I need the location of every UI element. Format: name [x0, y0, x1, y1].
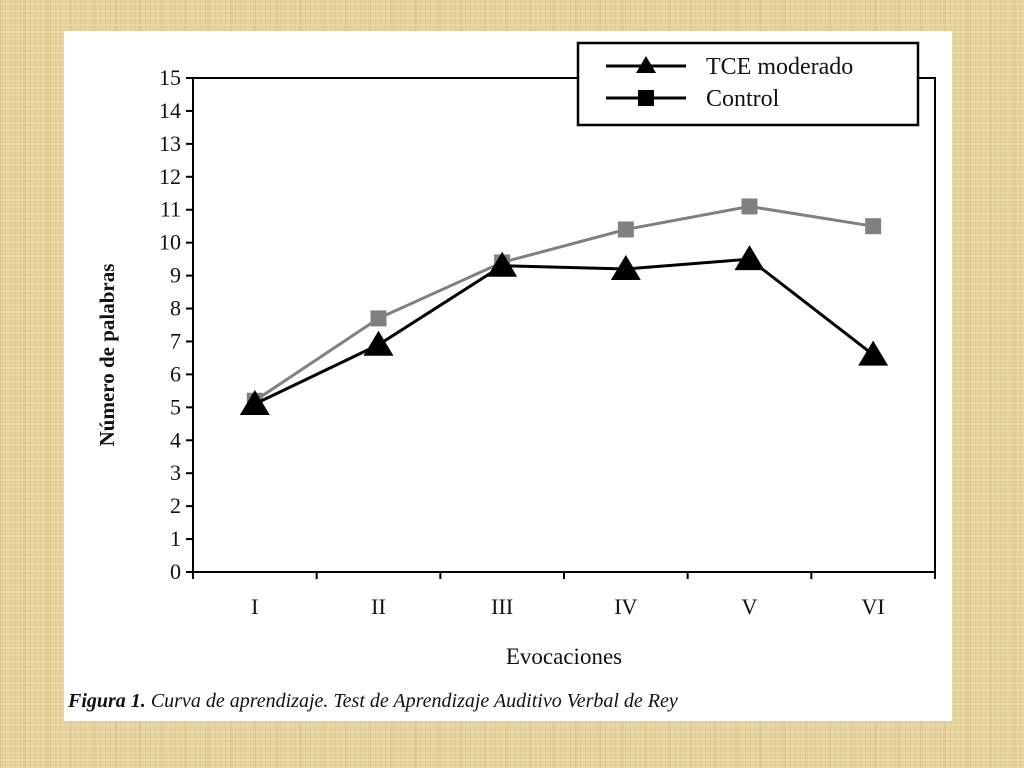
- y-tick-label: 9: [170, 263, 181, 288]
- y-tick-label: 6: [170, 361, 181, 386]
- y-tick-label: 13: [159, 131, 181, 156]
- data-point-square: [741, 198, 758, 215]
- data-point-square: [865, 218, 882, 235]
- series-control: [246, 198, 882, 409]
- legend: TCE moderado Control: [576, 41, 920, 127]
- data-point-triangle: [239, 390, 270, 416]
- y-tick-label: 2: [170, 493, 181, 518]
- y-tick-label: 7: [170, 328, 181, 353]
- x-category-label: II: [371, 594, 386, 619]
- series-tce-moderado: [239, 245, 889, 416]
- figure-panel: 0 1 2 3 4 5 6 7 8 9 10 11 12 13 14 15 I II III IV V VI Evocaci…: [64, 31, 952, 721]
- legend-label: TCE moderado: [706, 54, 853, 80]
- legend-marker-square: [638, 90, 654, 106]
- x-axis-title: Evocaciones: [506, 644, 622, 669]
- x-category-label: V: [742, 594, 758, 619]
- y-tick-label: 11: [160, 197, 181, 222]
- data-point-square: [617, 221, 634, 238]
- y-tick-label: 10: [159, 230, 181, 255]
- y-tick-label: 15: [159, 65, 181, 90]
- y-tick-label: 14: [159, 98, 181, 123]
- plot-area: [192, 77, 936, 573]
- legend-marker-triangle: [636, 56, 656, 73]
- y-tick-label: 4: [170, 427, 181, 452]
- y-tick-label: 1: [170, 526, 181, 551]
- caption-text: Curva de aprendizaje. Test de Aprendizaj…: [145, 690, 678, 712]
- data-point-triangle: [858, 340, 889, 366]
- data-point-triangle: [363, 330, 394, 356]
- data-point-triangle: [734, 245, 765, 271]
- x-category-label: III: [491, 594, 513, 619]
- y-tick-label: 5: [170, 394, 181, 419]
- x-category-label: I: [251, 594, 258, 619]
- y-axis-title: Número de palabras: [95, 264, 119, 447]
- legend-label: Control: [706, 86, 780, 112]
- y-tick-label: 0: [170, 559, 181, 584]
- data-point-triangle: [487, 251, 518, 277]
- series-line: [254, 257, 875, 406]
- data-point-triangle: [610, 255, 641, 281]
- y-tick-label: 12: [159, 164, 181, 189]
- x-category-label: VI: [862, 594, 885, 619]
- x-category-label: IV: [614, 594, 637, 619]
- figure-caption: Figura 1. Curva de aprendizaje. Test de …: [68, 690, 678, 713]
- data-point-square: [370, 310, 387, 327]
- legend-box: [576, 41, 920, 127]
- y-tick-label: 3: [170, 460, 181, 485]
- caption-prefix: Figura 1.: [68, 690, 146, 712]
- series-line: [254, 204, 874, 402]
- y-tick-label: 8: [170, 296, 181, 321]
